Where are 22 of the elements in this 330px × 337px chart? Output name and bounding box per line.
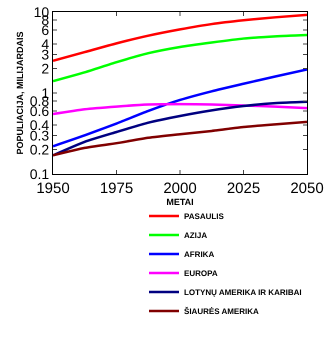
line-series bbox=[53, 68, 307, 148]
line-series bbox=[53, 14, 307, 62]
legend-label: AZIJA bbox=[184, 231, 208, 240]
line-series bbox=[53, 34, 307, 82]
y-tick-label: 0.2 bbox=[30, 142, 50, 158]
line-series bbox=[53, 102, 307, 116]
x-tick-label: 1950 bbox=[36, 180, 70, 197]
x-tick-label: 2000 bbox=[163, 180, 197, 197]
x-axis-title: METAI bbox=[166, 197, 194, 207]
legend-label: AFRIKA bbox=[184, 250, 214, 260]
line-series bbox=[53, 100, 307, 157]
x-tick-label: 1975 bbox=[100, 180, 134, 197]
x-tick-label: 2050 bbox=[290, 180, 324, 197]
legend-label: EUROPA bbox=[184, 269, 218, 278]
y-axis-title: POPULIACIJA, MILIJARDAIS bbox=[15, 31, 26, 155]
y-tick-label: 0.1 bbox=[30, 166, 50, 182]
legend-label: PASAULIS bbox=[184, 212, 225, 222]
legend-label: ŠIAURĖS AMERIKA bbox=[184, 306, 260, 316]
legend-label: LOTYNŲ AMERIKA IR KARIBAI bbox=[184, 288, 302, 298]
line-series bbox=[53, 120, 307, 157]
y-tick-label: 2 bbox=[41, 60, 50, 77]
x-tick-label: 2025 bbox=[226, 180, 260, 197]
